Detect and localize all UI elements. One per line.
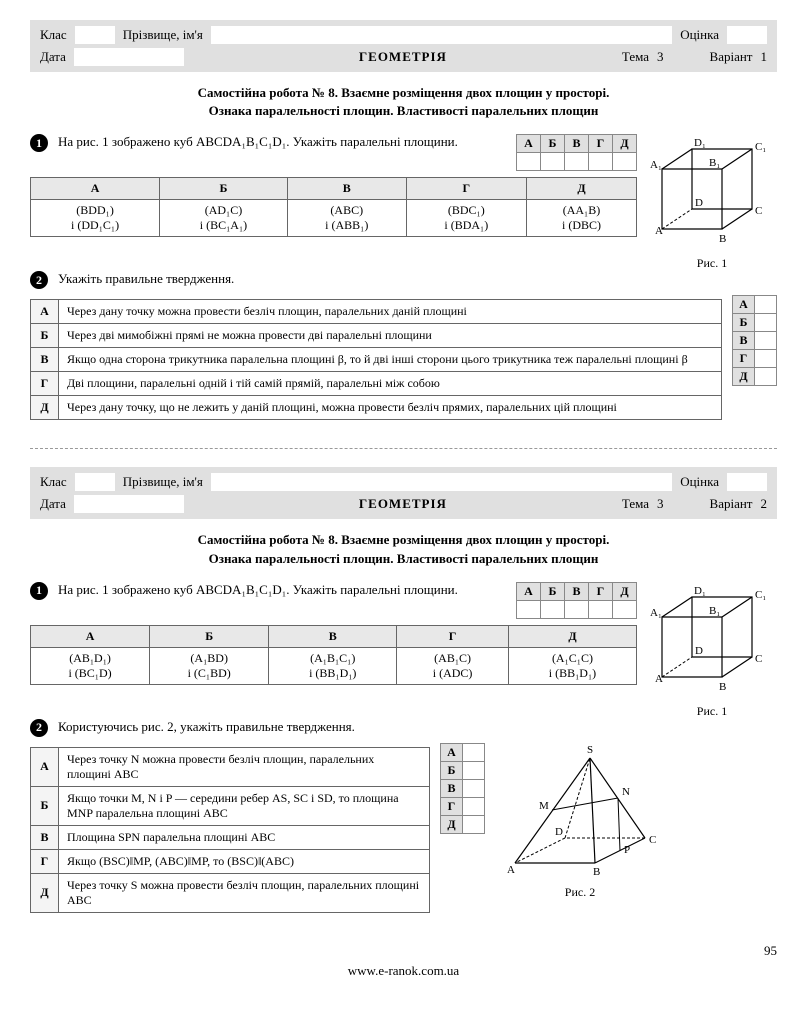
task-number-2-v2: 2 — [30, 719, 48, 737]
answer-grid-q1: А Б В Г Д — [516, 134, 637, 171]
svg-text:C: C — [649, 834, 656, 846]
work-title: Самостійна робота № 8. Взаємне розміщенн… — [30, 84, 777, 120]
footer-link[interactable]: www.e-ranok.com.ua — [348, 963, 459, 978]
date-label: Дата — [40, 49, 66, 65]
svg-text:B₁: B₁ — [709, 605, 720, 617]
svg-text:B₁: B₁ — [709, 157, 720, 169]
variant-num: 1 — [761, 49, 768, 65]
class-field-2[interactable] — [75, 473, 115, 491]
svg-text:P: P — [624, 844, 630, 856]
date-field[interactable] — [74, 48, 184, 66]
grade-label: Оцінка — [680, 27, 719, 43]
svg-text:A: A — [655, 673, 663, 685]
variant-label: Варіант — [710, 49, 753, 65]
task-number-1-v2: 1 — [30, 582, 48, 600]
scissors-icon: ✂ — [799, 0, 807, 7]
svg-text:C: C — [755, 205, 762, 217]
svg-text:D: D — [695, 197, 703, 209]
header-variant-2: Клас Прізвище, ім'я Оцінка Дата ГЕОМЕТРІ… — [30, 467, 777, 519]
class-field[interactable] — [75, 26, 115, 44]
name-label: Прізвище, ім'я — [123, 27, 203, 43]
page-footer: 95 — [30, 943, 777, 959]
svg-text:A₁: A₁ — [650, 159, 662, 171]
subject: ГЕОМЕТРІЯ — [192, 49, 614, 65]
svg-text:A: A — [507, 864, 515, 876]
grade-field-2[interactable] — [727, 473, 767, 491]
variant-label-2: Варіант — [710, 496, 753, 512]
task2-prompt: Укажіть правильне твердження. — [58, 271, 777, 287]
svg-text:B: B — [593, 866, 600, 878]
page-number: 95 — [764, 943, 777, 959]
work-title-2: Самостійна робота № 8. Взаємне розміщенн… — [30, 531, 777, 567]
grade-label-2: Оцінка — [680, 474, 719, 490]
svg-text:C: C — [755, 653, 762, 665]
topic-num: 3 — [657, 49, 664, 65]
topic-label: Тема — [622, 49, 649, 65]
task1-text: На рис. 1 зображено куб ABCDA₁B₁C₁D₁. Ук… — [58, 134, 506, 150]
topic-num-2: 3 — [657, 496, 664, 512]
answer-grid-q2-vert: А Б В Г Д — [732, 295, 777, 386]
svg-text:D: D — [695, 645, 703, 657]
topic-label-2: Тема — [622, 496, 649, 512]
class-label: Клас — [40, 27, 67, 43]
options-table-q1-v2: А Б В Г Д (AB₁D₁)і (BC₁D) (A₁BD)і (C₁BD)… — [30, 625, 637, 685]
task-number-1: 1 — [30, 134, 48, 152]
svg-text:A₁: A₁ — [650, 607, 662, 619]
subject-2: ГЕОМЕТРІЯ — [192, 496, 614, 512]
figure-1-cube: A B C D A₁ B₁ C₁ D₁ Рис. 1 — [647, 134, 777, 271]
svg-text:B: B — [719, 681, 726, 693]
statements-table-q2-v2: АЧерез точку N можна провести безліч пло… — [30, 747, 430, 913]
date-field-2[interactable] — [74, 495, 184, 513]
svg-text:D: D — [555, 826, 563, 838]
header-variant-1: Клас Прізвище, ім'я Оцінка Дата ГЕОМЕТРІ… — [30, 20, 777, 72]
svg-text:N: N — [622, 786, 630, 798]
svg-text:M: M — [539, 800, 549, 812]
answer-grid-q1-v2: А Б В Г Д — [516, 582, 637, 619]
variant-num-2: 2 — [761, 496, 768, 512]
svg-text:C₁: C₁ — [755, 589, 766, 601]
grade-field[interactable] — [727, 26, 767, 44]
answer-grid-q2-v2-vert: А Б В Г Д — [440, 743, 485, 834]
class-label-2: Клас — [40, 474, 67, 490]
figure-2-pyramid: A B C D S M N P Рис. 2 — [495, 743, 665, 900]
task2-prompt-v2: Користуючись рис. 2, укажіть правильне т… — [58, 719, 777, 735]
svg-text:A: A — [655, 225, 663, 237]
figure-1-cube-v2: A B C D A₁ B₁ C₁ D₁ Рис. 1 — [647, 582, 777, 719]
date-label-2: Дата — [40, 496, 66, 512]
options-table-q1: А Б В Г Д (BDD₁)і (DD₁C₁) (AD₁C)і (BC₁A₁… — [30, 177, 637, 237]
task-number-2: 2 — [30, 271, 48, 289]
svg-text:S: S — [587, 744, 593, 756]
svg-text:C₁: C₁ — [755, 141, 766, 153]
name-label-2: Прізвище, ім'я — [123, 474, 203, 490]
statements-table-q2: АЧерез дану точку можна провести безліч … — [30, 299, 722, 420]
svg-text:D₁: D₁ — [694, 585, 706, 597]
svg-text:B: B — [719, 233, 726, 245]
cut-line — [30, 448, 777, 449]
task1-text-v2: На рис. 1 зображено куб ABCDA₁B₁C₁D₁. Ук… — [58, 582, 506, 598]
svg-text:D₁: D₁ — [694, 137, 706, 149]
name-field[interactable] — [211, 26, 672, 44]
name-field-2[interactable] — [211, 473, 672, 491]
